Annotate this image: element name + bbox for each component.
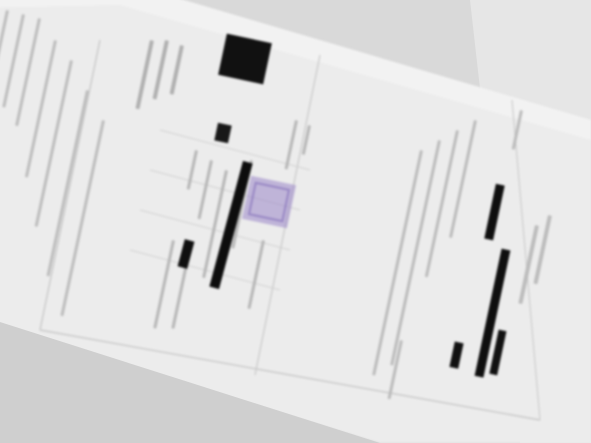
redaction-bar — [489, 329, 507, 376]
redacted-small-block — [214, 122, 232, 144]
text-line — [202, 170, 228, 279]
text-line — [372, 150, 423, 376]
form-border-right — [511, 99, 541, 421]
text-line — [0, 10, 9, 89]
redacted-photo-block — [218, 33, 272, 85]
text-line — [387, 340, 403, 400]
right-column-text — [372, 110, 552, 400]
text-line — [301, 125, 311, 155]
text-line — [15, 18, 41, 127]
text-line — [284, 120, 298, 170]
redaction-bar — [484, 183, 505, 241]
redaction-bar — [177, 239, 195, 269]
text-line — [152, 40, 169, 100]
form-row-line-1 — [159, 129, 311, 171]
text-line — [25, 40, 57, 178]
text-line — [34, 60, 73, 227]
text-line — [390, 140, 441, 366]
text-line — [511, 110, 523, 150]
text-line — [153, 240, 175, 329]
purple-stamp — [241, 175, 297, 229]
text-line — [186, 150, 198, 190]
left-column-text — [0, 10, 105, 317]
text-line — [197, 160, 213, 220]
text-line — [60, 120, 105, 317]
text-line — [2, 14, 25, 108]
text-line — [247, 240, 265, 309]
header-text — [135, 40, 184, 110]
form-border-bottom — [39, 329, 541, 421]
floor-shadow — [0, 322, 380, 443]
text-line — [135, 40, 154, 110]
redaction-bar — [474, 248, 511, 378]
text-line — [171, 250, 191, 329]
redaction-bar — [209, 160, 253, 290]
text-line — [46, 90, 89, 277]
text-line — [169, 45, 184, 95]
text-line — [449, 120, 477, 238]
form-border-left — [39, 39, 101, 331]
text-line — [424, 130, 459, 278]
text-line — [533, 215, 552, 285]
text-line — [518, 225, 539, 304]
redaction-bar — [449, 341, 464, 369]
stamp-border — [247, 181, 291, 223]
